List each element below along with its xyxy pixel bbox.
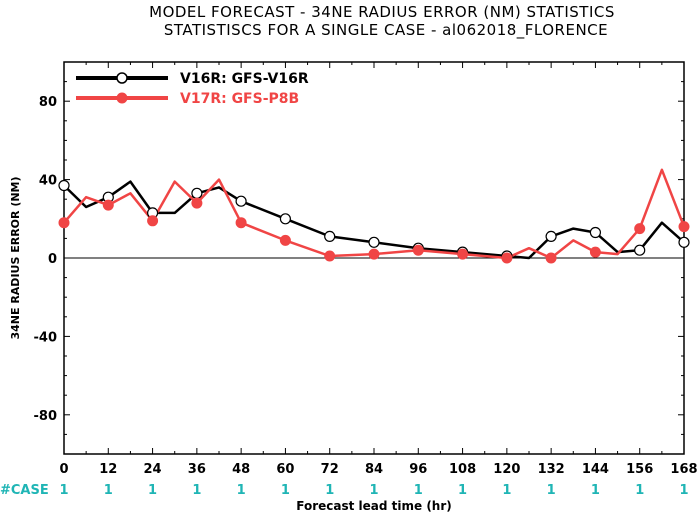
data-point-v16r [191,187,203,199]
x-tick-label: 120 [493,462,520,477]
legend-label-v17r: V17R: GFS-P8B [180,91,299,107]
data-point-v17r [235,217,247,229]
data-point-v16r [58,179,70,192]
data-point-v17r [678,221,690,233]
legend-marker-v17r [116,92,128,104]
data-point-v17r [147,215,159,227]
x-tick-label: 60 [276,462,294,477]
case-count: 1 [369,483,378,498]
x-tick-label: 108 [449,462,476,477]
x-tick-label: 96 [409,462,427,477]
data-point-v17r [279,234,291,246]
data-point-v17r [634,223,646,235]
data-point-v17r [545,252,557,264]
case-count: 1 [237,483,246,498]
chart-title-line2: STATISTISCS FOR A SINGLE CASE - al062018… [164,21,608,40]
x-tick-label: 12 [99,462,117,477]
case-count: 1 [679,483,688,498]
case-count: 1 [104,483,113,498]
x-tick-label: 36 [188,462,206,477]
y-tick-label: -80 [34,409,58,424]
data-point-v16r [589,226,602,239]
data-point-v16r [545,230,557,242]
x-tick-label: 48 [232,462,250,477]
series-layer [58,168,690,264]
y-axis-label: 34NE RADIUS ERROR (NM) [9,176,22,339]
data-point-v17r [102,199,114,211]
x-tick-label: 168 [670,462,697,477]
x-tick-label: 24 [144,462,162,477]
x-tick-label: 156 [626,462,653,477]
x-tick-label: 72 [321,462,339,477]
case-count: 1 [148,483,157,498]
data-point-v17r [501,252,513,264]
y-tick-label: 0 [48,252,57,267]
case-count: 1 [591,483,600,498]
x-axis-label: Forecast lead time (hr) [296,499,452,513]
case-count: 1 [59,483,68,498]
data-point-v17r [368,248,380,260]
legend: V16R: GFS-V16R V17R: GFS-P8B [76,71,309,107]
case-count: 1 [281,483,290,498]
data-point-v17r [191,197,203,209]
data-point-v17r [412,244,424,256]
x-tick-label: 84 [365,462,383,477]
x-tick-label: 144 [582,462,609,477]
data-point-v17r [457,248,469,260]
x-tick-label: 0 [59,462,68,477]
legend-label-v16r: V16R: GFS-V16R [180,71,309,87]
data-point-v16r [678,236,690,248]
chart-title-line1: MODEL FORECAST - 34NE RADIUS ERROR (NM) … [149,3,615,21]
data-point-v16r [324,230,336,242]
case-count: 1 [502,483,511,498]
data-point-v17r [58,217,70,229]
case-count: 1 [635,483,644,498]
y-tick-label: -40 [34,330,58,345]
x-tick-label: 132 [538,462,565,477]
y-tick-label: 40 [39,174,57,189]
data-point-v16r [368,236,380,248]
x-axis-ticks: 0 12 24 36 48 60 72 84 96 108 120 132 144 156 168 [59,62,698,477]
case-count: 1 [458,483,467,498]
case-count: 1 [192,483,201,498]
case-label: #CASE [0,483,49,498]
case-count: 1 [414,483,423,498]
data-point-v16r [279,213,291,225]
data-point-v17r [324,250,336,262]
y-axis-ticks: -80 -40 0 40 80 [34,81,684,435]
data-point-v16r [235,195,247,207]
data-point-v17r [589,246,601,258]
case-count: 1 [547,483,556,498]
data-point-v16r [634,244,646,256]
case-count: 1 [325,483,334,498]
legend-marker-v16r [116,72,128,84]
case-counts: 1 1 1 1 1 1 1 1 1 1 1 1 1 1 1 [59,483,688,498]
y-tick-label: 80 [39,95,57,110]
